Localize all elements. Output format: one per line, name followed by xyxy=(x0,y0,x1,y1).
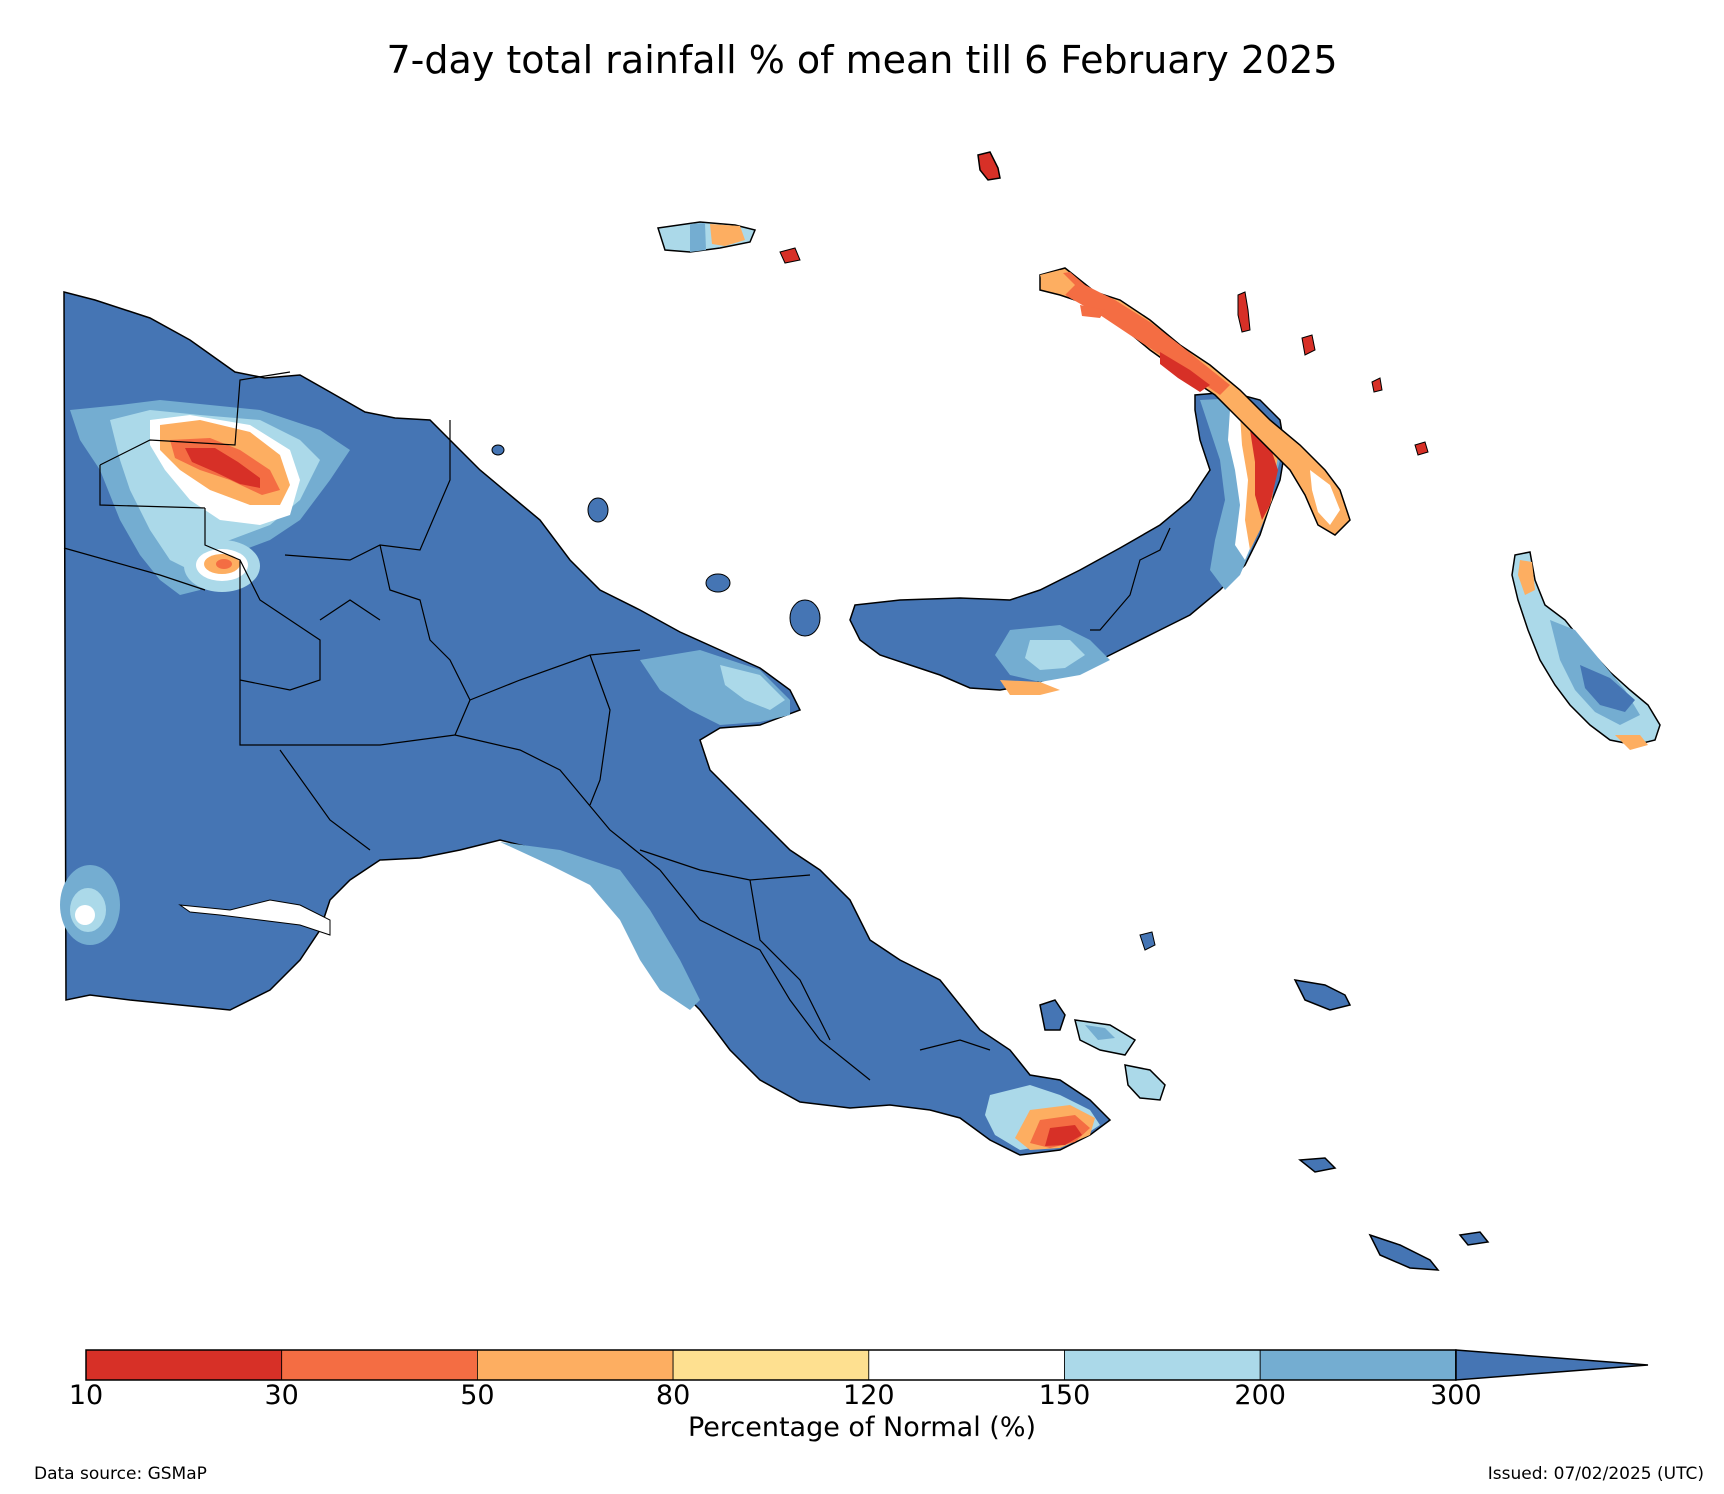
rainfall-map xyxy=(60,151,1661,1271)
data-source-note: Data source: GSMaP xyxy=(34,1464,207,1484)
new-britain xyxy=(849,391,1286,695)
colorbar-bin xyxy=(672,1349,870,1381)
colorbar-bin xyxy=(476,1349,674,1381)
issued-date-note: Issued: 07/02/2025 (UTC) xyxy=(1487,1464,1704,1484)
map-title: 7-day total rainfall % of mean till 6 Fe… xyxy=(386,38,1338,82)
northern-islands xyxy=(977,151,1429,456)
colorbar-label: Percentage of Normal (%) xyxy=(687,1412,1037,1443)
mainland-png xyxy=(60,291,1112,1156)
colorbar-tick-label: 300 xyxy=(1430,1380,1482,1411)
colorbar-tick-label: 150 xyxy=(1038,1380,1091,1411)
colorbar-tick-label: 80 xyxy=(655,1380,691,1411)
colorbar-bin xyxy=(868,1349,1065,1381)
colorbar-bin xyxy=(281,1349,478,1381)
colorbar-tick-label: 30 xyxy=(264,1380,299,1411)
southeast-islands xyxy=(1039,931,1490,1271)
coastal-islands xyxy=(491,444,821,637)
colorbar-tick-label: 50 xyxy=(460,1380,495,1411)
colorbar-bin xyxy=(1064,1349,1261,1381)
colorbar-bin xyxy=(85,1349,283,1381)
colorbar-tick-label: 120 xyxy=(843,1380,895,1411)
manus-island xyxy=(657,221,801,264)
colorbar-bin xyxy=(1259,1349,1457,1381)
colorbar-extend-arrow xyxy=(1455,1349,1649,1381)
new-ireland xyxy=(1039,267,1351,536)
mainland-base xyxy=(63,291,1112,1156)
colorbar-tick-label: 10 xyxy=(68,1380,104,1411)
bougainville xyxy=(1511,551,1661,750)
colorbar-tick-label: 200 xyxy=(1234,1380,1286,1411)
